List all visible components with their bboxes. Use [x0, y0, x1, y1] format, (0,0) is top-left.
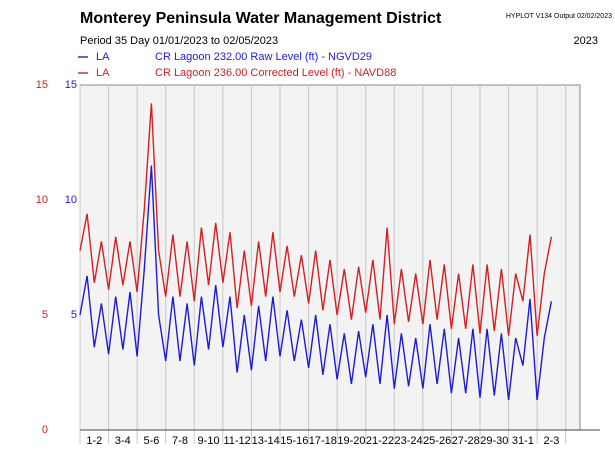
legend-label: CR Lagoon 232.00 Raw Level (ft) - NGVD29: [155, 51, 372, 63]
x-tick-label: 17-18: [309, 435, 337, 447]
y2-tick-label: 10: [36, 194, 48, 206]
y-tick-label: 10: [65, 194, 77, 206]
y2-tick-label: 0: [42, 424, 48, 436]
legend-label: CR Lagoon 236.00 Corrected Level (ft) - …: [155, 67, 396, 79]
x-tick-label: 27-28: [452, 435, 480, 447]
legend-name: LA: [96, 67, 110, 79]
x-tick-label: 15-16: [280, 435, 308, 447]
y2-tick-label: 5: [42, 309, 48, 321]
plot-area: [79, 84, 581, 431]
y-tick-label: 15: [65, 79, 77, 91]
x-tick-label: 3-4: [115, 435, 131, 447]
x-tick-label: 13-14: [252, 435, 280, 447]
series-line: [79, 165, 553, 401]
period: Period 35 Day 01/01/2023 to 02/05/2023: [80, 35, 278, 47]
program-info: HYPLOT V134 Output 02/02/2023: [506, 13, 612, 20]
year: 2023: [574, 35, 598, 47]
y-tick-label: 5: [71, 309, 77, 321]
legend-name: LA: [96, 51, 110, 63]
x-tick-label: 31-1: [512, 435, 534, 447]
y2-tick-label: 15: [36, 79, 48, 91]
x-tick-label: 2-3: [543, 435, 559, 447]
x-tick-label: 11-12: [223, 435, 250, 447]
x-tick-label: 23-24: [395, 435, 423, 447]
chart-title: Monterey Peninsula Water Management Dist…: [80, 10, 442, 27]
x-tick-label: 19-20: [337, 435, 365, 447]
x-tick-label: 7-8: [172, 435, 188, 447]
x-tick-label: 29-30: [480, 435, 508, 447]
x-tick-label: 1-2: [86, 435, 102, 447]
x-tick-label: 25-26: [423, 435, 451, 447]
series-line: [79, 103, 553, 336]
x-tick-label: 5-6: [143, 435, 159, 447]
x-tick-label: 9-10: [198, 435, 220, 447]
x-tick-label: 21-22: [366, 435, 394, 447]
